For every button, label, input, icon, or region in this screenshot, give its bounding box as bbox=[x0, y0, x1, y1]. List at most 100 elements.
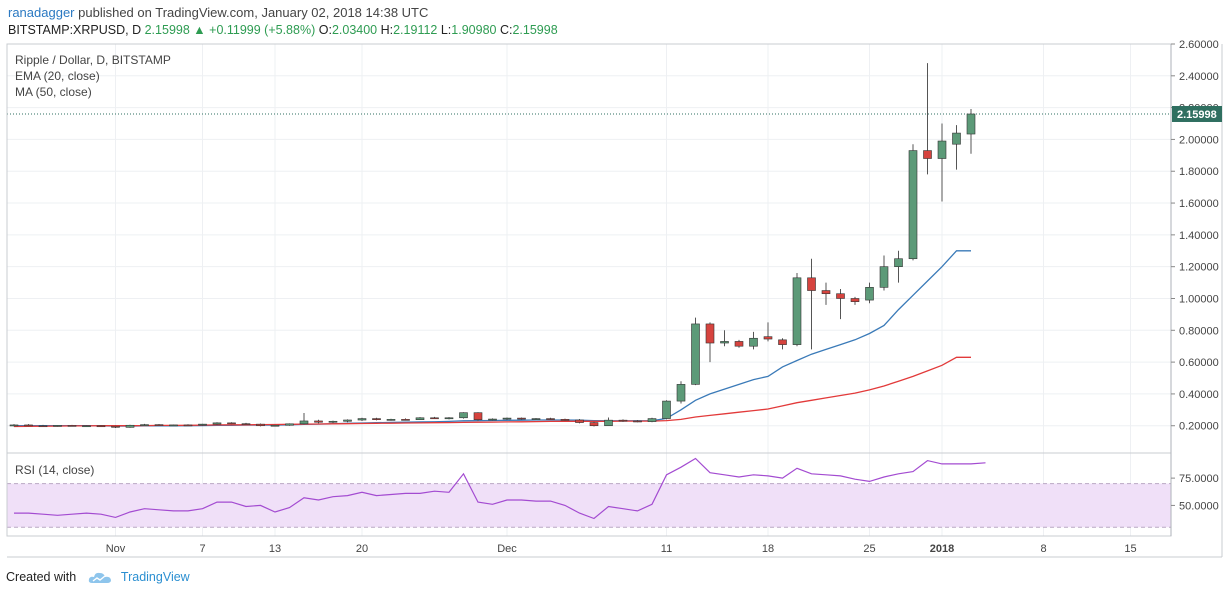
candle-body bbox=[111, 425, 120, 428]
x-tick-label: 20 bbox=[356, 543, 368, 555]
y-tick-label: 0.40000 bbox=[1179, 389, 1219, 401]
candle bbox=[546, 417, 555, 421]
x-tick-label: 7 bbox=[199, 543, 205, 555]
candle bbox=[633, 420, 642, 423]
author-link[interactable]: ranadagger bbox=[8, 5, 75, 20]
gridlines bbox=[7, 43, 1171, 536]
high-value: 2.19112 bbox=[393, 23, 438, 37]
ema-line bbox=[13, 250, 971, 427]
tradingview-link[interactable]: TradingView bbox=[120, 570, 190, 584]
candle bbox=[299, 413, 309, 425]
candle bbox=[517, 417, 526, 420]
last-price: 2.15998 bbox=[144, 23, 190, 37]
low-label: L: bbox=[440, 23, 452, 37]
candle bbox=[618, 419, 628, 422]
y-tick-label: 2.00000 bbox=[1179, 134, 1219, 146]
candle bbox=[676, 381, 686, 404]
candle-body bbox=[299, 420, 309, 425]
open-label: O: bbox=[318, 23, 332, 37]
y-tick-label: 1.80000 bbox=[1179, 166, 1219, 178]
candle bbox=[502, 417, 512, 421]
candle-body bbox=[691, 323, 700, 385]
candlesticks bbox=[9, 63, 976, 428]
candle-body bbox=[24, 424, 33, 427]
candle-body bbox=[488, 418, 497, 421]
candle-body bbox=[53, 425, 62, 427]
candle-body bbox=[662, 400, 671, 419]
legend-rsi[interactable]: RSI (14, close) bbox=[15, 463, 95, 477]
candle bbox=[647, 417, 657, 423]
x-tick-label: 13 bbox=[269, 543, 281, 555]
candle-body bbox=[879, 266, 889, 288]
candle-body bbox=[169, 424, 178, 427]
y-tick-label: 0.60000 bbox=[1179, 357, 1219, 369]
candle-body bbox=[589, 422, 599, 427]
candle bbox=[691, 317, 700, 386]
tradingview-logo-icon bbox=[88, 572, 111, 583]
candle bbox=[589, 421, 599, 427]
candle-body bbox=[125, 424, 135, 428]
legend-title: Ripple / Dollar, D, BITSTAMP bbox=[15, 53, 171, 67]
candle-body bbox=[96, 425, 106, 428]
candle bbox=[227, 422, 236, 425]
candle bbox=[575, 419, 584, 424]
legend-ema[interactable]: EMA (20, close) bbox=[15, 69, 100, 83]
candle-body bbox=[67, 425, 77, 427]
candle-body bbox=[357, 418, 367, 421]
candle-body bbox=[792, 277, 802, 345]
candle bbox=[241, 422, 251, 425]
last-price-tag-label: 2.15998 bbox=[1177, 109, 1217, 121]
y-tick-label: 1.40000 bbox=[1179, 230, 1219, 242]
open-value: 2.03400 bbox=[331, 23, 378, 37]
candle bbox=[212, 422, 222, 425]
x-tick-label: 2018 bbox=[930, 543, 954, 555]
candle bbox=[314, 419, 323, 424]
rsi-band bbox=[7, 483, 1171, 528]
chart-header: ranadagger published on TradingView.com,… bbox=[8, 4, 1218, 39]
candle bbox=[169, 424, 178, 427]
candle-body bbox=[241, 423, 251, 425]
rsi-band-fill bbox=[7, 483, 1171, 528]
candle bbox=[749, 331, 758, 350]
quote-line: BITSTAMP:XRPUSD, D 2.15998 ▲ +0.11999 (+… bbox=[8, 21, 1218, 39]
close-label: C: bbox=[499, 23, 513, 37]
candle-body bbox=[966, 113, 976, 135]
candle-body bbox=[386, 419, 396, 421]
candle-body bbox=[343, 419, 352, 422]
legend-ma[interactable]: MA (50, close) bbox=[15, 85, 92, 99]
candle-body bbox=[9, 424, 19, 427]
candle-body bbox=[908, 150, 918, 260]
candle bbox=[24, 424, 33, 427]
candle bbox=[9, 424, 19, 427]
candle bbox=[807, 258, 816, 350]
candle-body bbox=[38, 425, 48, 428]
candle bbox=[343, 419, 352, 423]
publish-line: ranadagger published on TradingView.com,… bbox=[8, 4, 1218, 21]
low-value: 1.90980 bbox=[451, 23, 497, 37]
candle bbox=[386, 418, 396, 421]
axes bbox=[6, 43, 1223, 558]
candle-body bbox=[270, 424, 280, 427]
candle-body bbox=[604, 419, 613, 427]
candle-body bbox=[328, 420, 338, 423]
candle-body bbox=[894, 258, 903, 267]
candle-body bbox=[415, 417, 425, 420]
candle bbox=[38, 424, 48, 428]
up-arrow-icon: ▲ bbox=[193, 23, 206, 37]
candle-body bbox=[720, 341, 729, 344]
candle bbox=[256, 423, 265, 427]
candle-body bbox=[952, 132, 961, 145]
candle-body bbox=[618, 419, 628, 422]
candle bbox=[894, 250, 903, 283]
candle bbox=[372, 417, 381, 421]
candle-body bbox=[227, 422, 236, 425]
y-tick-label: 1.00000 bbox=[1179, 293, 1219, 305]
candle bbox=[531, 418, 541, 421]
candle bbox=[82, 425, 91, 428]
candle bbox=[328, 420, 338, 424]
candle bbox=[734, 339, 744, 348]
price-chart[interactable]: 0.20000 0.40000 0.60000 0.80000 1.00000 1.200… bbox=[0, 0, 1230, 566]
candle bbox=[415, 417, 425, 421]
candle bbox=[96, 425, 106, 428]
x-tick-label: 25 bbox=[863, 543, 875, 555]
